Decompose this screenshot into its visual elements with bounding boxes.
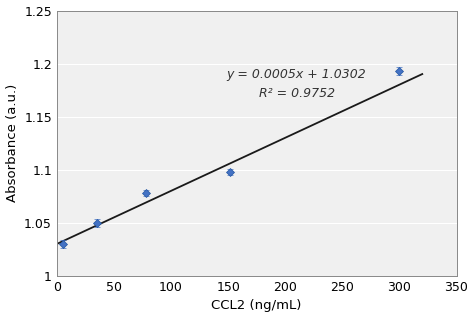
Text: y = 0.0005x + 1.0302: y = 0.0005x + 1.0302 (227, 68, 366, 81)
X-axis label: CCL2 (ng/mL): CCL2 (ng/mL) (211, 300, 302, 313)
Text: R² = 0.9752: R² = 0.9752 (259, 87, 335, 100)
Y-axis label: Absorbance (a.u.): Absorbance (a.u.) (6, 84, 18, 203)
